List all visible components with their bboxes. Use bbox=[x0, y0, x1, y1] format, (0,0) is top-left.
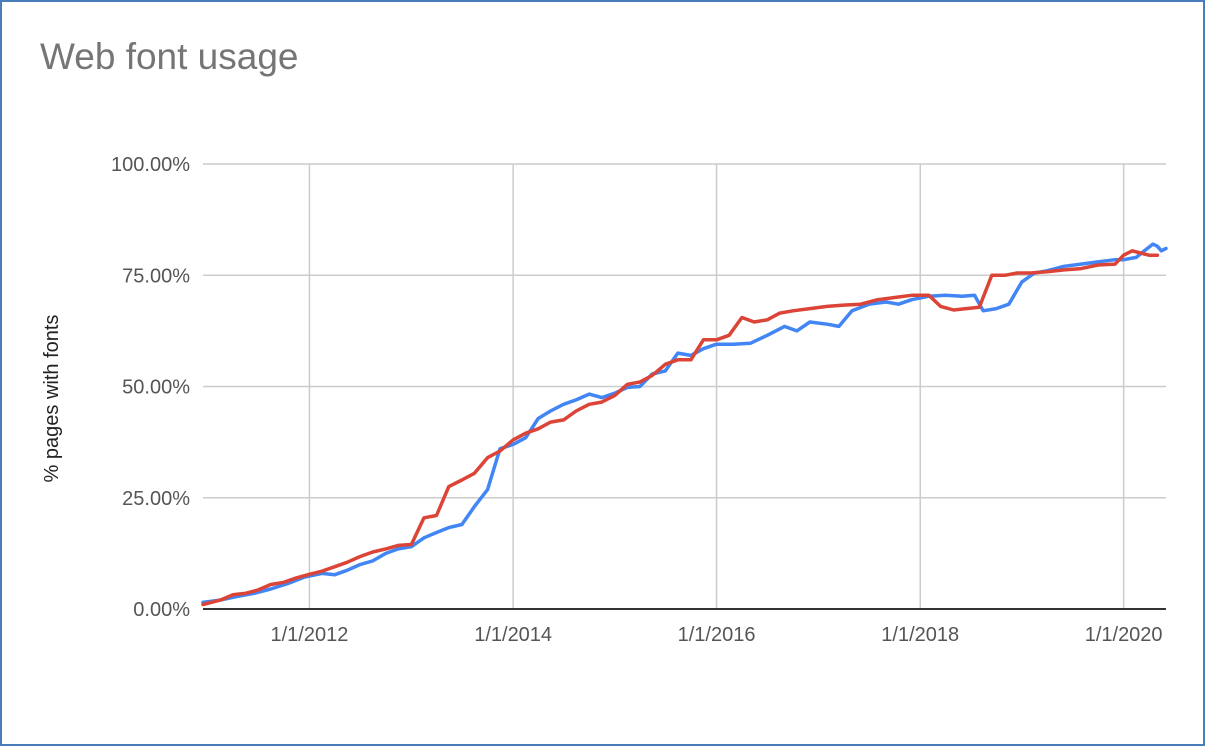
x-tick-label: 1/1/2016 bbox=[678, 624, 756, 646]
y-tick-label: 25.00% bbox=[122, 488, 190, 510]
y-tick-labels: 0.00% 25.00% 50.00% 75.00% 100.00% bbox=[111, 154, 190, 621]
y-tick-label: 100.00% bbox=[111, 154, 190, 176]
y-tick-label: 50.00% bbox=[122, 377, 190, 399]
series-line-2 bbox=[201, 249, 1160, 607]
x-tick-label: 1/1/2012 bbox=[271, 624, 349, 646]
chart-title: Web font usage bbox=[40, 36, 299, 77]
x-tick-labels: 1/1/2012 1/1/2014 1/1/2016 1/1/2018 1/1/2020 bbox=[271, 624, 1163, 646]
horizontal-gridlines bbox=[203, 163, 1166, 499]
x-tick-label: 1/1/2018 bbox=[881, 624, 959, 646]
y-axis-title: % pages with fonts bbox=[41, 315, 63, 483]
y-tick-label: 75.00% bbox=[122, 265, 190, 287]
series-line-1 bbox=[201, 242, 1168, 605]
x-tick-label: 1/1/2014 bbox=[474, 624, 552, 646]
y-tick-label: 0.00% bbox=[133, 599, 190, 621]
series-lines bbox=[201, 242, 1168, 607]
x-tick-label: 1/1/2020 bbox=[1085, 624, 1163, 646]
